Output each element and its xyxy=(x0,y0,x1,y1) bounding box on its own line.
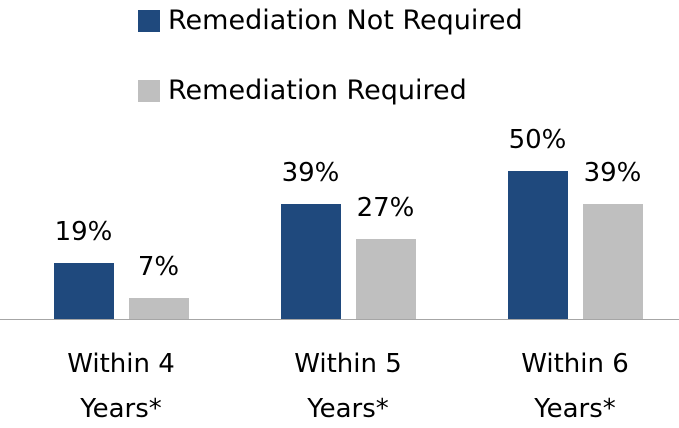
value-label: 39% xyxy=(583,157,642,188)
bar xyxy=(53,262,114,319)
bar xyxy=(280,203,341,319)
bar xyxy=(128,298,189,319)
legend-label: Remediation Required xyxy=(168,75,467,106)
legend-swatch xyxy=(138,10,160,32)
legend-swatch xyxy=(138,80,160,102)
x-tick-label: Within 4 Years* xyxy=(67,349,175,424)
legend-label: Remediation Not Required xyxy=(168,5,523,36)
bar xyxy=(355,239,416,319)
x-tick-label: Within 5 Years* xyxy=(294,349,402,424)
value-label: 7% xyxy=(137,252,180,283)
value-label: 27% xyxy=(356,193,415,224)
baseline xyxy=(0,319,679,320)
value-label: 39% xyxy=(281,157,340,188)
bar xyxy=(507,171,568,319)
value-label: 50% xyxy=(508,125,567,155)
value-label: 19% xyxy=(54,216,113,247)
x-tick-label: Within 6 Years* xyxy=(521,349,629,424)
bar xyxy=(582,203,643,319)
